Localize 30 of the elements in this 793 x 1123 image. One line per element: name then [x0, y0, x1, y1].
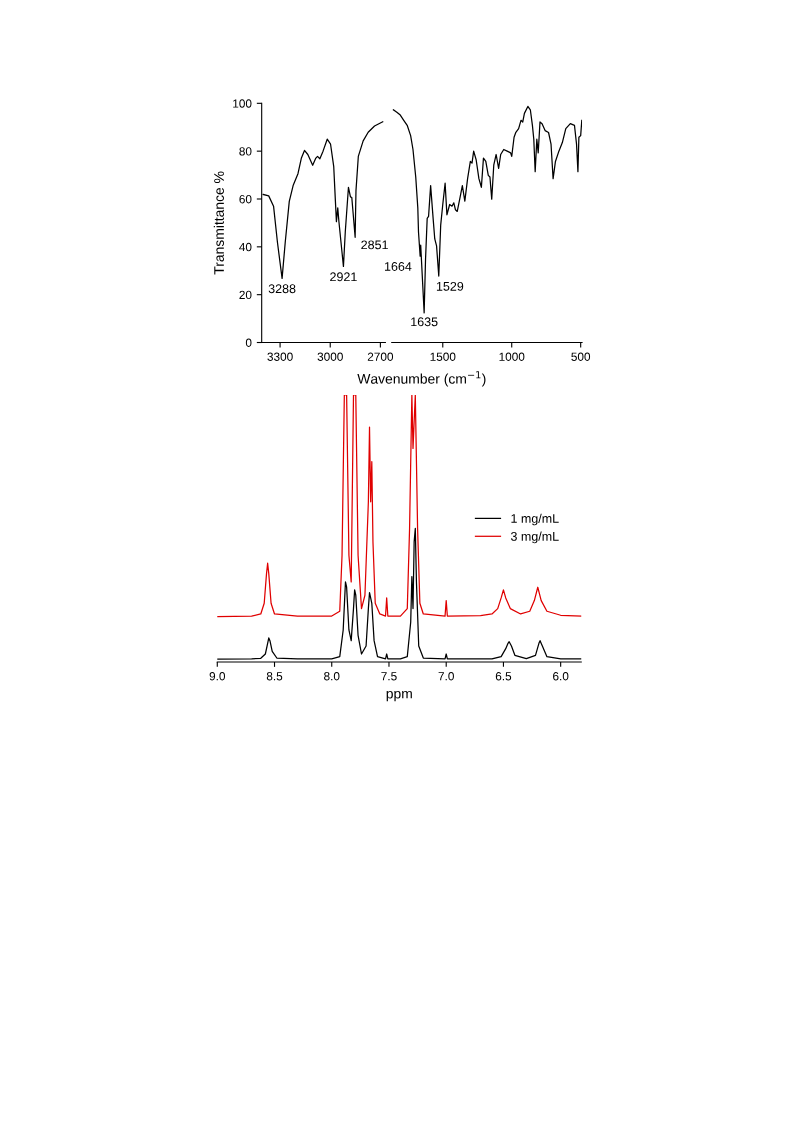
legend-label: 1 mg/mL: [511, 513, 559, 526]
annotation: 1529: [436, 281, 464, 291]
y-tick-label: 60: [239, 195, 252, 204]
x-axis-title: Wavenumber (cm$^{−1}$): [357, 371, 486, 387]
x-tick-label: 8.5: [266, 672, 283, 681]
x-tick-label: 7.5: [381, 672, 397, 681]
y-tick-label: 0: [245, 338, 252, 347]
x-tick-label: 9.0: [209, 672, 226, 681]
annotation: 3288: [268, 284, 296, 294]
x-tick-label: 8.0: [324, 672, 340, 681]
x-tick-label: 500: [571, 352, 591, 361]
annotation: 1635: [411, 317, 438, 327]
annotation: 1664: [384, 262, 412, 271]
annotation: 2851: [361, 240, 388, 250]
y-tick-label: 80: [239, 147, 252, 156]
x-tick-label: 3300: [267, 352, 293, 361]
x-axis-title: ppm: [386, 690, 412, 702]
y-axis-title: Transmittance %: [213, 171, 224, 275]
x-tick-label: 3000: [317, 352, 343, 361]
x-tick-label: 1500: [430, 352, 456, 361]
x-tick-label: 6.0: [553, 672, 569, 681]
x-tick-label: 7.0: [438, 672, 454, 681]
x-tick-label: 2700: [367, 352, 394, 361]
annotation: 2921: [330, 272, 357, 282]
y-tick-label: 20: [239, 290, 252, 300]
x-tick-label: 1000: [499, 352, 525, 361]
y-tick-label: 100: [233, 99, 252, 108]
legend-label: 3 mg/mL: [510, 531, 559, 544]
y-tick-label: 40: [239, 242, 252, 252]
x-tick-label: 6.5: [495, 672, 512, 681]
